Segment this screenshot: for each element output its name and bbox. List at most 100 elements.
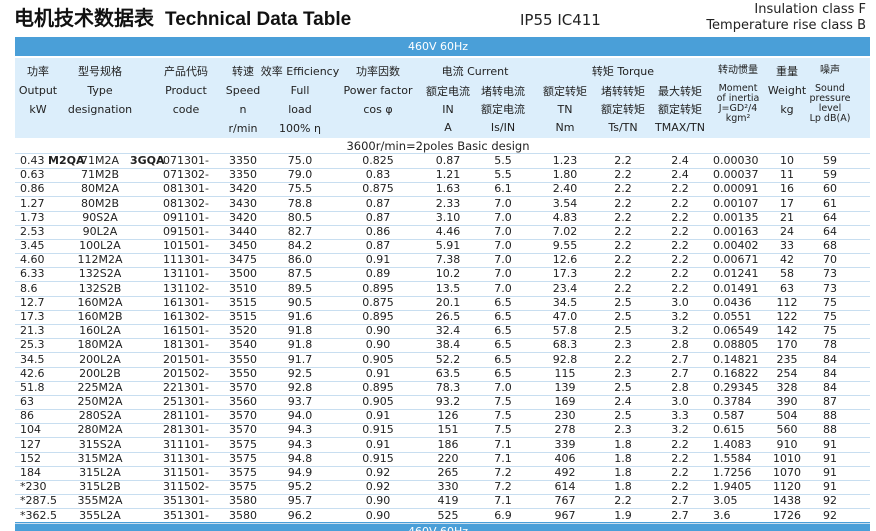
cell: 184 xyxy=(20,465,41,479)
row-line xyxy=(15,295,870,297)
cell: 95.2 xyxy=(287,480,313,494)
cell: 115 xyxy=(554,366,576,380)
cell: 3350 xyxy=(229,154,257,167)
cell: 3.45 xyxy=(20,239,45,253)
cell: 390 xyxy=(776,395,798,409)
cell: 2.2 xyxy=(614,352,632,366)
cell: 2.40 xyxy=(552,182,578,196)
cell: 3575 xyxy=(229,451,257,465)
cell: 5.91 xyxy=(435,239,461,253)
cell: 12.7 xyxy=(20,295,45,309)
cell: 3420 xyxy=(229,182,257,196)
cell: 3575 xyxy=(229,465,257,479)
cell: 68 xyxy=(823,239,837,253)
cell: 7.1 xyxy=(494,494,512,508)
cell: 122 xyxy=(776,309,798,323)
row-line xyxy=(15,409,870,411)
column-header: TMAX/TN xyxy=(655,121,705,134)
cell: 2.5 xyxy=(614,324,632,338)
column-header: kW xyxy=(29,103,47,116)
cell: *230 xyxy=(20,480,47,494)
cell: 328 xyxy=(776,380,798,394)
row-line xyxy=(15,168,870,169)
cell: 94.9 xyxy=(287,465,313,479)
column-header: TN xyxy=(557,103,573,116)
cell: 2.7 xyxy=(671,508,689,522)
insulation: Insulation class F xyxy=(754,2,866,17)
cell: 112M2A xyxy=(77,253,123,267)
cell: 0.3784 xyxy=(713,395,752,409)
column-header: 产品代码 xyxy=(164,65,208,78)
column-header: 额定电流 xyxy=(481,103,525,116)
cell: 2.2 xyxy=(671,196,689,210)
cell: 7.0 xyxy=(494,281,512,295)
row-line xyxy=(15,267,870,269)
cell: 2.2 xyxy=(671,239,689,253)
cell: 351301- xyxy=(163,494,209,508)
cell: 160L2A xyxy=(79,324,121,338)
cell: 7.5 xyxy=(494,423,512,437)
column-header: Output xyxy=(18,84,58,97)
cell: 88 xyxy=(823,409,837,423)
cell: 42 xyxy=(780,253,794,267)
supply-bar-bottom xyxy=(15,522,870,531)
cell: 59 xyxy=(823,154,837,167)
cell: 75 xyxy=(823,295,837,309)
cell: 71M2A xyxy=(80,154,119,167)
cell: 3570 xyxy=(229,409,257,423)
column-header: kg xyxy=(780,103,794,116)
cell: 70 xyxy=(823,253,837,267)
cell: 5.5 xyxy=(494,154,512,167)
cell: 160M2A xyxy=(77,295,123,309)
cell: 201502- xyxy=(163,366,209,380)
cell: 0.29345 xyxy=(713,380,759,394)
column-header: Speed xyxy=(225,84,261,97)
cell: 3580 xyxy=(229,494,257,508)
cell: 92 xyxy=(823,494,837,508)
cell: 3.2 xyxy=(671,423,689,437)
cell: 2.2 xyxy=(614,253,632,267)
cell: 17.3 xyxy=(20,309,45,323)
cell: 90L2A xyxy=(82,224,118,238)
column-header: 转速 xyxy=(232,65,254,78)
cell: 0.895 xyxy=(362,281,394,295)
cell: 3550 xyxy=(229,352,257,366)
cell: 111301- xyxy=(163,253,209,267)
column-header: kgm² xyxy=(725,113,751,124)
cell: 2.4 xyxy=(671,154,689,167)
cell: 7.0 xyxy=(494,210,512,224)
row-line xyxy=(15,465,870,467)
cell: 7.1 xyxy=(494,437,512,451)
cell: 339 xyxy=(554,437,576,451)
cell: 0.825 xyxy=(362,154,394,167)
row-line xyxy=(15,281,870,283)
cell: 2.3 xyxy=(614,423,632,437)
cell: 8.6 xyxy=(20,281,38,295)
cell: 3515 xyxy=(229,309,257,323)
column-header: 转动惯量 xyxy=(718,65,758,76)
cell: 86 xyxy=(20,409,34,423)
cell: 2.2 xyxy=(614,196,632,210)
cell: 0.90 xyxy=(365,338,391,352)
cell: 220 xyxy=(437,451,459,465)
cell: 2.2 xyxy=(671,267,689,281)
cell: 0.00107 xyxy=(713,196,759,210)
cell: 355M2A xyxy=(77,494,123,508)
cell: 87 xyxy=(823,395,837,409)
row-line xyxy=(15,153,870,154)
cell: 1.9 xyxy=(614,508,632,522)
column-header: Product xyxy=(165,84,207,97)
cell: 68.3 xyxy=(552,338,578,352)
column-header: designation xyxy=(67,103,133,116)
cell: 3.0 xyxy=(671,295,689,309)
cell: 64 xyxy=(823,224,837,238)
cell: 181301- xyxy=(163,338,209,352)
row-line xyxy=(15,210,870,212)
cell: 1726 xyxy=(773,508,801,522)
cell: 311101- xyxy=(163,437,209,451)
cell: 0.90 xyxy=(365,508,391,522)
cell: 92.8 xyxy=(287,380,313,394)
cell: 0.00135 xyxy=(713,210,759,224)
cell: 7.02 xyxy=(552,224,578,238)
